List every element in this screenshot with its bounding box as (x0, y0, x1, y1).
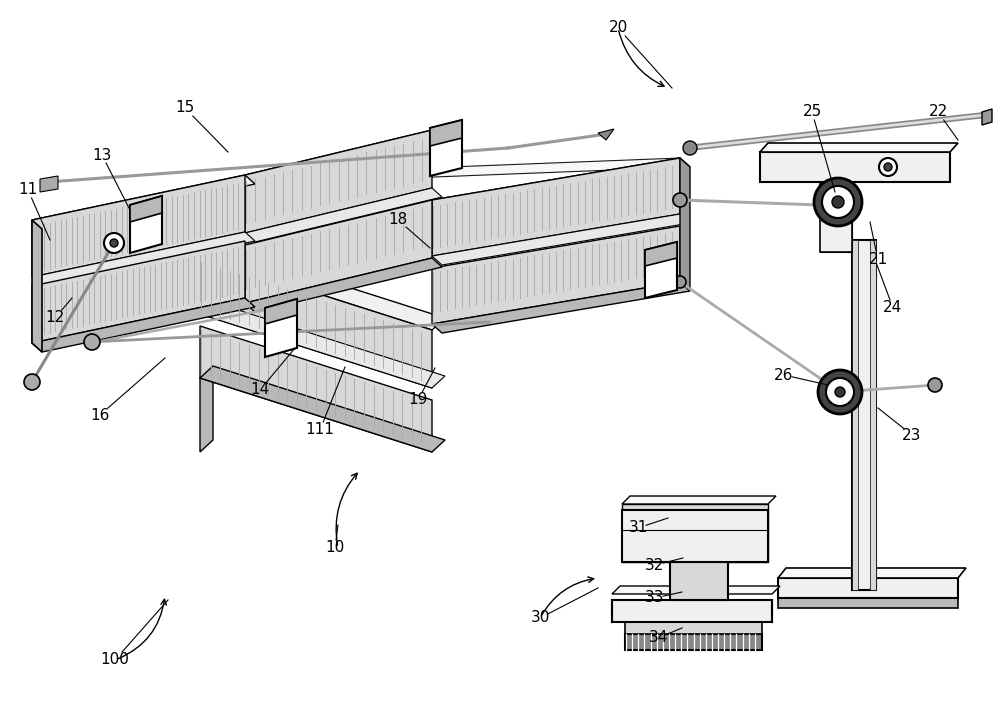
Polygon shape (432, 214, 690, 265)
Text: 15: 15 (175, 100, 195, 116)
Polygon shape (265, 299, 297, 357)
Polygon shape (130, 196, 162, 222)
Text: 14: 14 (250, 383, 270, 397)
Polygon shape (32, 241, 245, 343)
Polygon shape (32, 175, 255, 229)
Circle shape (24, 374, 40, 390)
Polygon shape (670, 562, 728, 600)
Polygon shape (622, 504, 768, 562)
Text: 25: 25 (802, 105, 822, 119)
Polygon shape (625, 622, 762, 634)
Polygon shape (200, 256, 432, 388)
Text: 30: 30 (530, 611, 550, 625)
Polygon shape (645, 242, 677, 298)
Text: 18: 18 (388, 213, 408, 227)
Text: 31: 31 (628, 520, 648, 536)
Circle shape (683, 141, 697, 155)
Text: 12: 12 (45, 310, 65, 326)
Text: 23: 23 (902, 428, 922, 442)
Circle shape (826, 378, 854, 406)
Polygon shape (200, 244, 445, 330)
Text: 34: 34 (648, 630, 668, 646)
Polygon shape (820, 170, 852, 252)
Polygon shape (432, 282, 690, 333)
Polygon shape (245, 188, 442, 242)
Text: 32: 32 (645, 557, 665, 573)
Circle shape (879, 158, 897, 176)
Polygon shape (670, 549, 736, 556)
Polygon shape (778, 578, 958, 598)
Polygon shape (982, 109, 992, 125)
Polygon shape (245, 130, 442, 184)
Polygon shape (245, 200, 432, 303)
Polygon shape (432, 226, 680, 324)
Text: 22: 22 (928, 105, 948, 119)
Text: 11: 11 (18, 183, 38, 197)
Polygon shape (265, 299, 297, 324)
Text: 21: 21 (868, 253, 888, 267)
Circle shape (928, 378, 942, 392)
Polygon shape (245, 258, 442, 312)
Polygon shape (432, 158, 680, 256)
Circle shape (104, 233, 124, 253)
Polygon shape (32, 175, 245, 277)
Circle shape (674, 276, 686, 288)
Polygon shape (612, 586, 780, 594)
Text: 111: 111 (306, 423, 334, 437)
Circle shape (110, 239, 118, 247)
Polygon shape (778, 598, 958, 608)
Polygon shape (245, 158, 690, 184)
Polygon shape (625, 634, 762, 650)
Polygon shape (245, 130, 432, 233)
Polygon shape (612, 600, 772, 622)
Polygon shape (245, 175, 255, 307)
Circle shape (832, 196, 844, 208)
Polygon shape (778, 568, 966, 578)
Circle shape (884, 163, 892, 171)
Polygon shape (200, 366, 445, 452)
Circle shape (84, 334, 100, 350)
Polygon shape (32, 220, 42, 352)
Text: 13: 13 (92, 147, 112, 162)
Polygon shape (430, 120, 462, 176)
Text: 24: 24 (883, 300, 903, 315)
Polygon shape (680, 158, 690, 291)
Polygon shape (598, 129, 614, 140)
Circle shape (814, 178, 862, 226)
Text: 33: 33 (645, 590, 665, 606)
Polygon shape (820, 170, 852, 252)
Polygon shape (760, 143, 958, 152)
Polygon shape (32, 298, 255, 352)
Polygon shape (200, 366, 213, 452)
Circle shape (818, 370, 862, 414)
Text: 19: 19 (408, 392, 428, 407)
Polygon shape (622, 510, 768, 562)
Polygon shape (852, 240, 876, 590)
Polygon shape (430, 120, 462, 146)
Polygon shape (32, 232, 255, 286)
Polygon shape (40, 176, 58, 192)
Polygon shape (622, 496, 776, 504)
Circle shape (673, 193, 687, 207)
Text: 16: 16 (90, 407, 110, 423)
Circle shape (835, 387, 845, 397)
Polygon shape (870, 240, 876, 590)
Polygon shape (645, 242, 677, 266)
Text: 100: 100 (101, 652, 129, 668)
Polygon shape (760, 152, 950, 182)
Polygon shape (130, 196, 162, 253)
Text: 20: 20 (608, 20, 628, 36)
Polygon shape (200, 326, 432, 452)
Polygon shape (852, 240, 858, 590)
Polygon shape (200, 302, 445, 388)
Circle shape (822, 186, 854, 218)
Polygon shape (432, 158, 690, 209)
Text: 10: 10 (325, 541, 345, 555)
Text: 26: 26 (774, 368, 794, 383)
